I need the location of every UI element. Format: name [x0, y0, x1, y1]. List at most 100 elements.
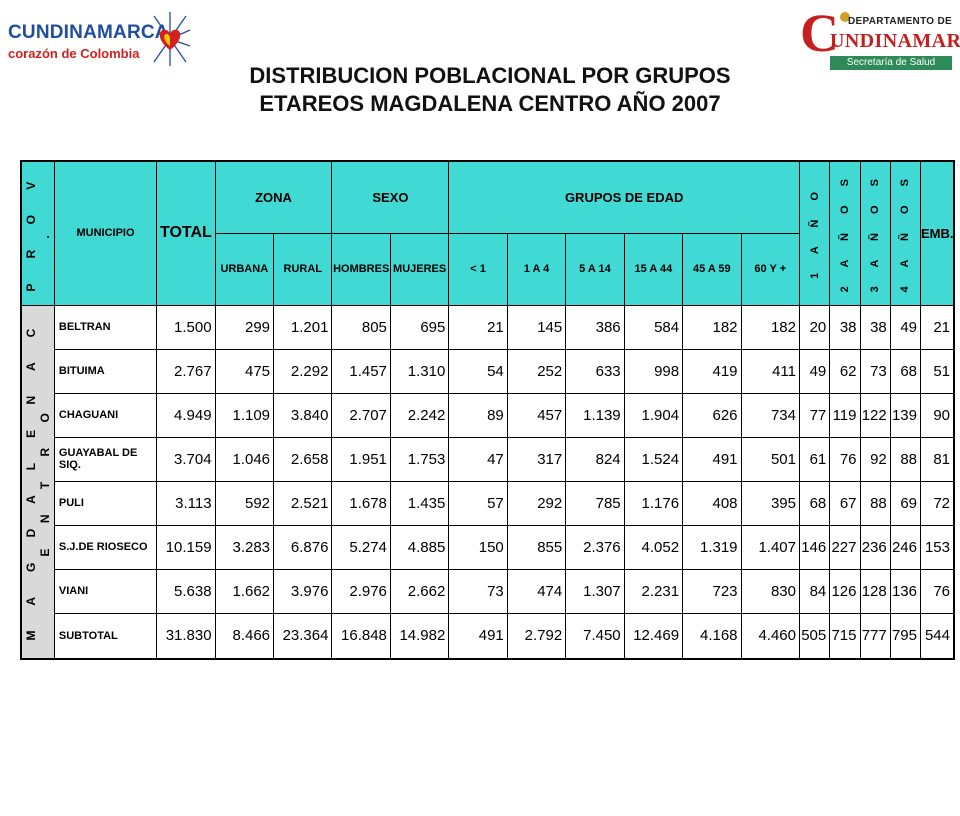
subtotal-cell: 715: [829, 612, 861, 660]
table-cell: 805: [331, 304, 391, 350]
table-cell: 227: [829, 524, 861, 570]
table-cell: 734: [740, 392, 801, 438]
header-1-anio: 1 A Ñ O: [798, 160, 831, 306]
table-cell: 1.435: [389, 480, 450, 526]
table-cell: 491: [682, 436, 742, 482]
table-cell: 51: [920, 348, 955, 394]
table-cell: 1.319: [682, 524, 742, 570]
table-cell: 57: [448, 480, 508, 526]
table-cell: 88: [859, 480, 891, 526]
municipio-name: BITUIMA: [53, 348, 158, 394]
table-cell: 1.753: [389, 436, 450, 482]
table-cell: 317: [506, 436, 567, 482]
table-cell: 2.292: [273, 348, 333, 394]
header-grupos-edad: GRUPOS DE EDAD: [448, 160, 800, 234]
table-cell: 21: [920, 304, 955, 350]
table-cell: 77: [798, 392, 831, 438]
table-cell: 855: [506, 524, 567, 570]
table-cell: 92: [859, 436, 891, 482]
table-cell: 457: [506, 392, 567, 438]
subtotal-cell: 8.466: [214, 612, 275, 660]
population-table: P R O V . MUNICIPIO TOTAL ZONA SEXO GRUP…: [20, 160, 955, 660]
table-cell: 1.407: [740, 524, 801, 570]
table-cell: 584: [623, 304, 684, 350]
table-cell: 128: [859, 568, 891, 614]
header-mujeres: MUJERES: [389, 232, 450, 306]
header-urbana: URBANA: [214, 232, 275, 306]
logo-left-line1: CUNDINAMARCA: [8, 22, 169, 43]
title-line-2: ETAREOS MAGDALENA CENTRO AÑO 2007: [259, 91, 721, 116]
heart-sunburst-icon: [153, 12, 191, 66]
municipio-name: BELTRAN: [53, 304, 158, 350]
table-cell: 146: [798, 524, 831, 570]
table-cell: 68: [889, 348, 922, 394]
table-cell: 4.949: [156, 392, 216, 438]
table-cell: 182: [682, 304, 742, 350]
table-cell: 408: [682, 480, 742, 526]
table-cell: 1.500: [156, 304, 216, 350]
table-cell: 136: [889, 568, 922, 614]
table-cell: 998: [623, 348, 684, 394]
header-prov: P R O V .: [20, 160, 55, 306]
table-cell: 153: [920, 524, 955, 570]
table-cell: 1.951: [331, 436, 391, 482]
header-emb: EMB.: [920, 160, 955, 306]
header-45-a-59: 45 A 59: [682, 232, 742, 306]
logo-right-big-c: C: [800, 3, 839, 63]
table-cell: 20: [798, 304, 831, 350]
table-cell: 386: [565, 304, 625, 350]
municipio-name: S.J.DE RIOSECO: [53, 524, 158, 570]
table-row: GUAYABAL DE SIQ. 3.704 1.046 2.658 1.951 1.75…: [21, 436, 955, 482]
table-cell: 2.521: [273, 480, 333, 526]
header-row-1: P R O V . MUNICIPIO TOTAL ZONA SEXO GRUP…: [20, 160, 955, 306]
table-cell: 5.638: [156, 568, 216, 614]
table-cell: 252: [506, 348, 567, 394]
table-cell: 72: [920, 480, 955, 526]
table-cell: 2.976: [331, 568, 391, 614]
subtotal-cell: 31.830: [156, 612, 216, 660]
table-cell: 626: [682, 392, 742, 438]
table-cell: 76: [920, 568, 955, 614]
table-cell: 81: [920, 436, 955, 482]
subtotal-cell: 7.450: [565, 612, 625, 660]
table-cell: 1.524: [623, 436, 684, 482]
header-2-anios: 2 A Ñ O S: [829, 160, 861, 306]
table-cell: 1.678: [331, 480, 391, 526]
table-row: CHAGUANI 4.949 1.109 3.840 2.707 2.242 89 457 1.…: [21, 392, 955, 438]
subtotal-cell: 491: [448, 612, 508, 660]
table-cell: 633: [565, 348, 625, 394]
header-zona: ZONA: [214, 160, 333, 234]
subtotal-cell: 12.469: [623, 612, 684, 660]
title-line-1: DISTRIBUCION POBLACIONAL POR GRUPOS: [249, 63, 731, 88]
municipio-name: PULI: [53, 480, 158, 526]
table-cell: 2.662: [389, 568, 450, 614]
table-row: PULI 3.113 592 2.521 1.678 1.435 57 292 785 1.176…: [21, 480, 955, 526]
header-sexo: SEXO: [331, 160, 450, 234]
table-cell: 49: [798, 348, 831, 394]
header-5-a-14: 5 A 14: [565, 232, 625, 306]
table-cell: 1.176: [623, 480, 684, 526]
table-cell: 246: [889, 524, 922, 570]
table-cell: 2.767: [156, 348, 216, 394]
table-cell: 62: [829, 348, 861, 394]
subtotal-cell: 2.792: [506, 612, 567, 660]
table-cell: 3.113: [156, 480, 216, 526]
header-4-anios: 4 A Ñ O S: [889, 160, 922, 306]
table-cell: 299: [214, 304, 275, 350]
table-cell: 1.904: [623, 392, 684, 438]
municipio-name: GUAYABAL DE SIQ.: [53, 436, 158, 482]
subtotal-cell: 544: [920, 612, 955, 660]
table-cell: 1.310: [389, 348, 450, 394]
table-cell: 475: [214, 348, 275, 394]
subtotal-label: SUBTOTAL: [53, 612, 158, 660]
subtotal-row: SUBTOTAL 31.830 8.466 23.364 16.848 14.982 491…: [21, 612, 955, 660]
header-3-anios: 3 A Ñ O S: [859, 160, 891, 306]
table-cell: 126: [829, 568, 861, 614]
table-cell: 474: [506, 568, 567, 614]
table-cell: 830: [740, 568, 801, 614]
table-cell: 2.376: [565, 524, 625, 570]
page-title: DISTRIBUCION POBLACIONAL POR GRUPOS ETAR…: [160, 62, 820, 118]
table-cell: 1.139: [565, 392, 625, 438]
header-15-a-44: 15 A 44: [623, 232, 684, 306]
table-cell: 395: [740, 480, 801, 526]
